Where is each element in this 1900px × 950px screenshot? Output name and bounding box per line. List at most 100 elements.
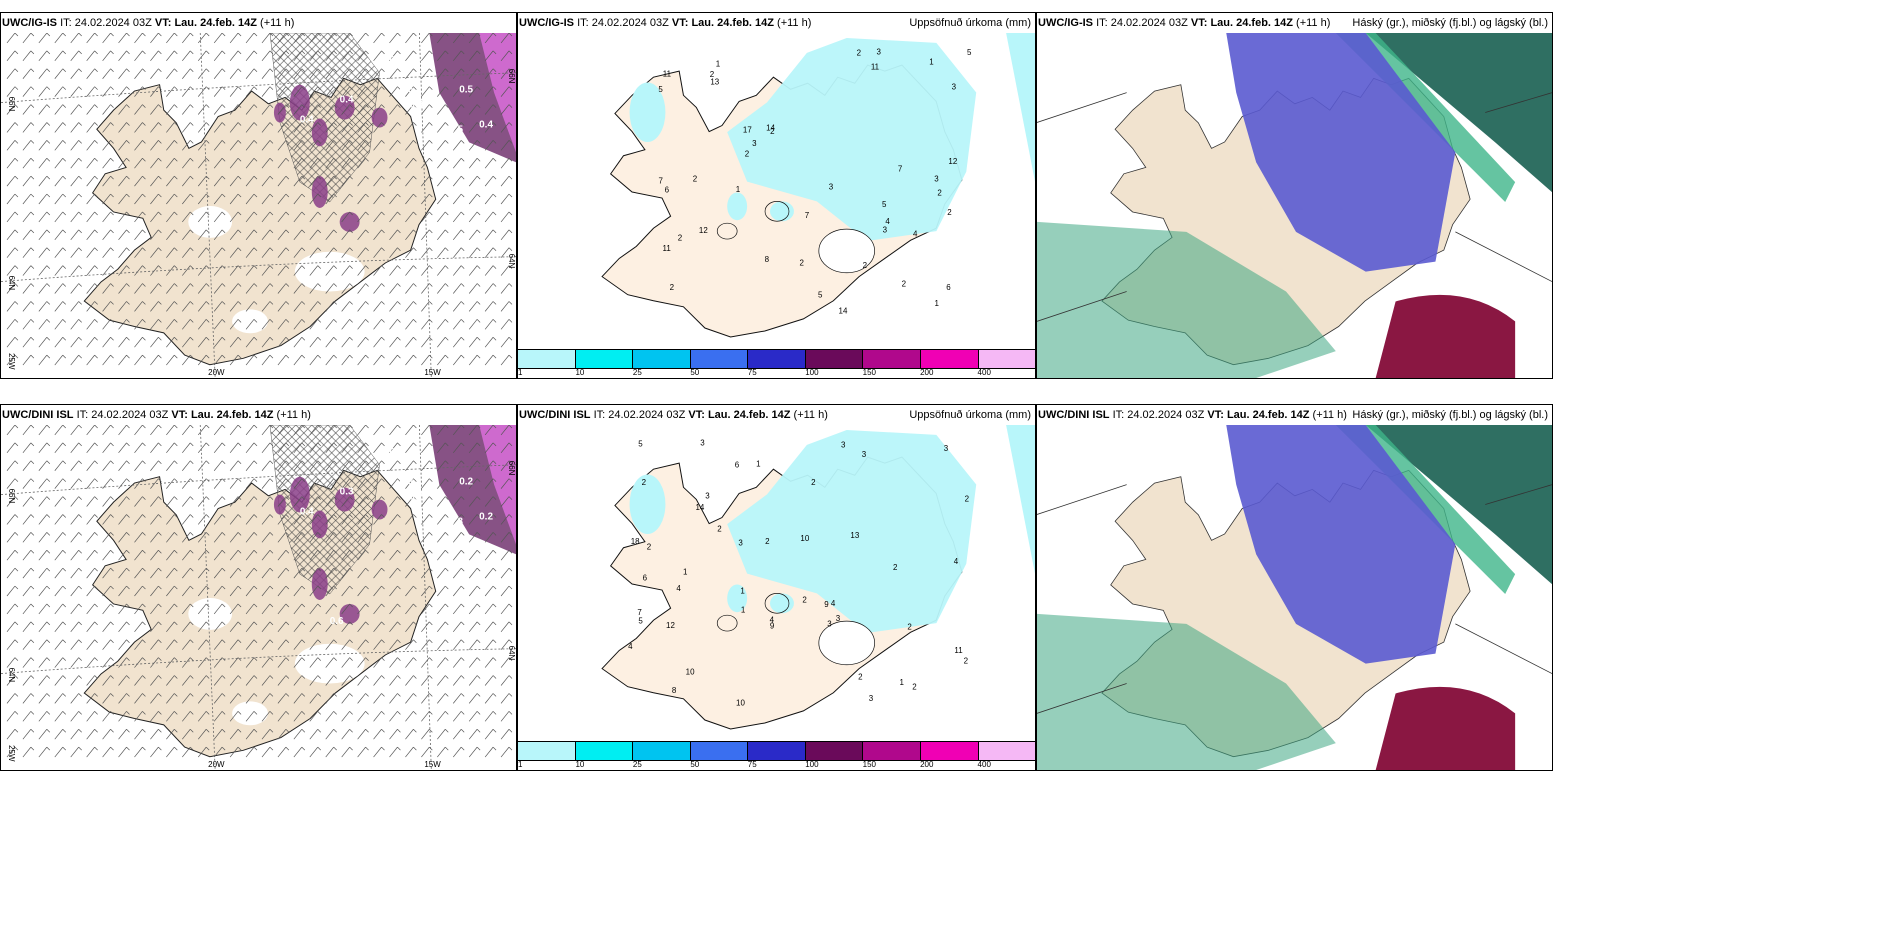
lead-time: (+11 h) [1312, 409, 1347, 421]
wind-barb [118, 301, 130, 312]
wind-barb [102, 746, 114, 758]
wind-barb [134, 657, 146, 668]
wind-barb [6, 675, 19, 686]
wind-barb [293, 158, 306, 169]
wind-barb [54, 301, 66, 312]
wind-barb [102, 104, 114, 115]
wind-barb [213, 229, 226, 241]
wind-barb [405, 728, 417, 740]
wind-barb [118, 336, 130, 348]
wind-barb [166, 193, 178, 205]
wind-barb [86, 158, 98, 169]
colorbar-tick-label: 25 [632, 760, 642, 769]
wind-barb [261, 211, 274, 223]
wind-barb [6, 514, 19, 525]
wind-barb [437, 711, 449, 722]
wind-barb [54, 514, 66, 525]
wind-barb [245, 104, 258, 115]
wind-barb [70, 532, 82, 543]
wind-barb [54, 140, 66, 151]
wind-barb [134, 229, 146, 241]
precip-value: 3 [829, 182, 834, 191]
wind-barb [341, 33, 353, 44]
wind-barb [102, 354, 114, 366]
wind-barb [150, 621, 162, 633]
wind-barb [245, 514, 258, 525]
precip-value: 2 [670, 283, 675, 292]
wind-barb [166, 585, 178, 597]
precip-value: 12 [666, 621, 675, 630]
wind-barb [182, 514, 194, 525]
it-value: 24.02.2024 03Z [74, 17, 152, 29]
wind-barb [261, 193, 274, 205]
wind-barb [341, 104, 353, 115]
wind-barb [468, 158, 481, 169]
wind-barb [293, 104, 306, 115]
wind-barb [484, 265, 497, 276]
wind-barb [261, 567, 274, 579]
wind-barb [150, 301, 162, 312]
wind-barb [261, 86, 274, 97]
wind-barb [229, 301, 242, 312]
wind-barb [86, 336, 98, 348]
wind-barb [150, 442, 162, 454]
wind-barb [373, 336, 385, 348]
wind-barb [500, 550, 513, 561]
lead-time: (+11 h) [260, 17, 295, 29]
wind-barb [341, 175, 353, 187]
wind-barb [134, 319, 146, 330]
wind-barb [182, 140, 194, 151]
wind-barb [86, 211, 98, 223]
wind-barb [277, 728, 290, 740]
wind-barb [70, 728, 82, 740]
wind-barb [325, 193, 337, 205]
colorbar-swatch [805, 742, 864, 760]
wind-barb [325, 158, 337, 169]
wind-barb [229, 711, 242, 722]
wind-barb [389, 211, 401, 223]
wind-barb [357, 68, 369, 79]
wind-barb [213, 585, 226, 597]
cloud-map-panel-bottom: UWC/DINI ISL IT: 24.02.2024 03Z VT: Lau.… [1036, 404, 1553, 771]
wind-barb [309, 86, 322, 97]
wind-barb [468, 283, 481, 294]
wind-barb [325, 301, 337, 312]
wind-barb [405, 319, 417, 330]
it-label: IT: [60, 17, 72, 29]
model-name: UWC/IG-IS [2, 17, 57, 29]
wind-barb [197, 193, 210, 205]
wind-barb [277, 425, 290, 436]
lon-label-25w: 25W [7, 353, 16, 370]
wind-barb [182, 229, 194, 241]
wind-barb [22, 657, 35, 668]
panel-header: UWC/IG-IS IT: 24.02.2024 03Z VT: Lau. 24… [1037, 13, 1552, 33]
wind-barb [309, 425, 322, 436]
wind-barb [500, 567, 513, 579]
wind-barb [293, 283, 306, 294]
wind-barb [452, 175, 465, 187]
wind-barb [134, 460, 146, 471]
wind-barb [421, 33, 433, 44]
wind-barb [150, 675, 162, 686]
wind-barb [102, 68, 114, 79]
wind-barb [134, 675, 146, 686]
precip-value: 1 [740, 587, 745, 596]
wind-barb [213, 211, 226, 223]
wind-barb [150, 175, 162, 187]
wind-barb [341, 532, 353, 543]
precip-colorbar [518, 349, 1035, 369]
wind-barb [134, 567, 146, 579]
wind-barb [468, 675, 481, 686]
wind-barb [293, 675, 306, 686]
wind-barb [341, 496, 353, 507]
precip-value: 3 [738, 538, 743, 547]
wind-barb [325, 265, 337, 276]
wind-barb [6, 657, 19, 668]
wind-barb [118, 354, 130, 366]
wind-barb [197, 746, 210, 758]
wind-barb [54, 336, 66, 348]
wind-barb [70, 265, 82, 276]
wind-barb [166, 140, 178, 151]
wind-barb [468, 478, 481, 489]
wind-barb [421, 639, 433, 650]
